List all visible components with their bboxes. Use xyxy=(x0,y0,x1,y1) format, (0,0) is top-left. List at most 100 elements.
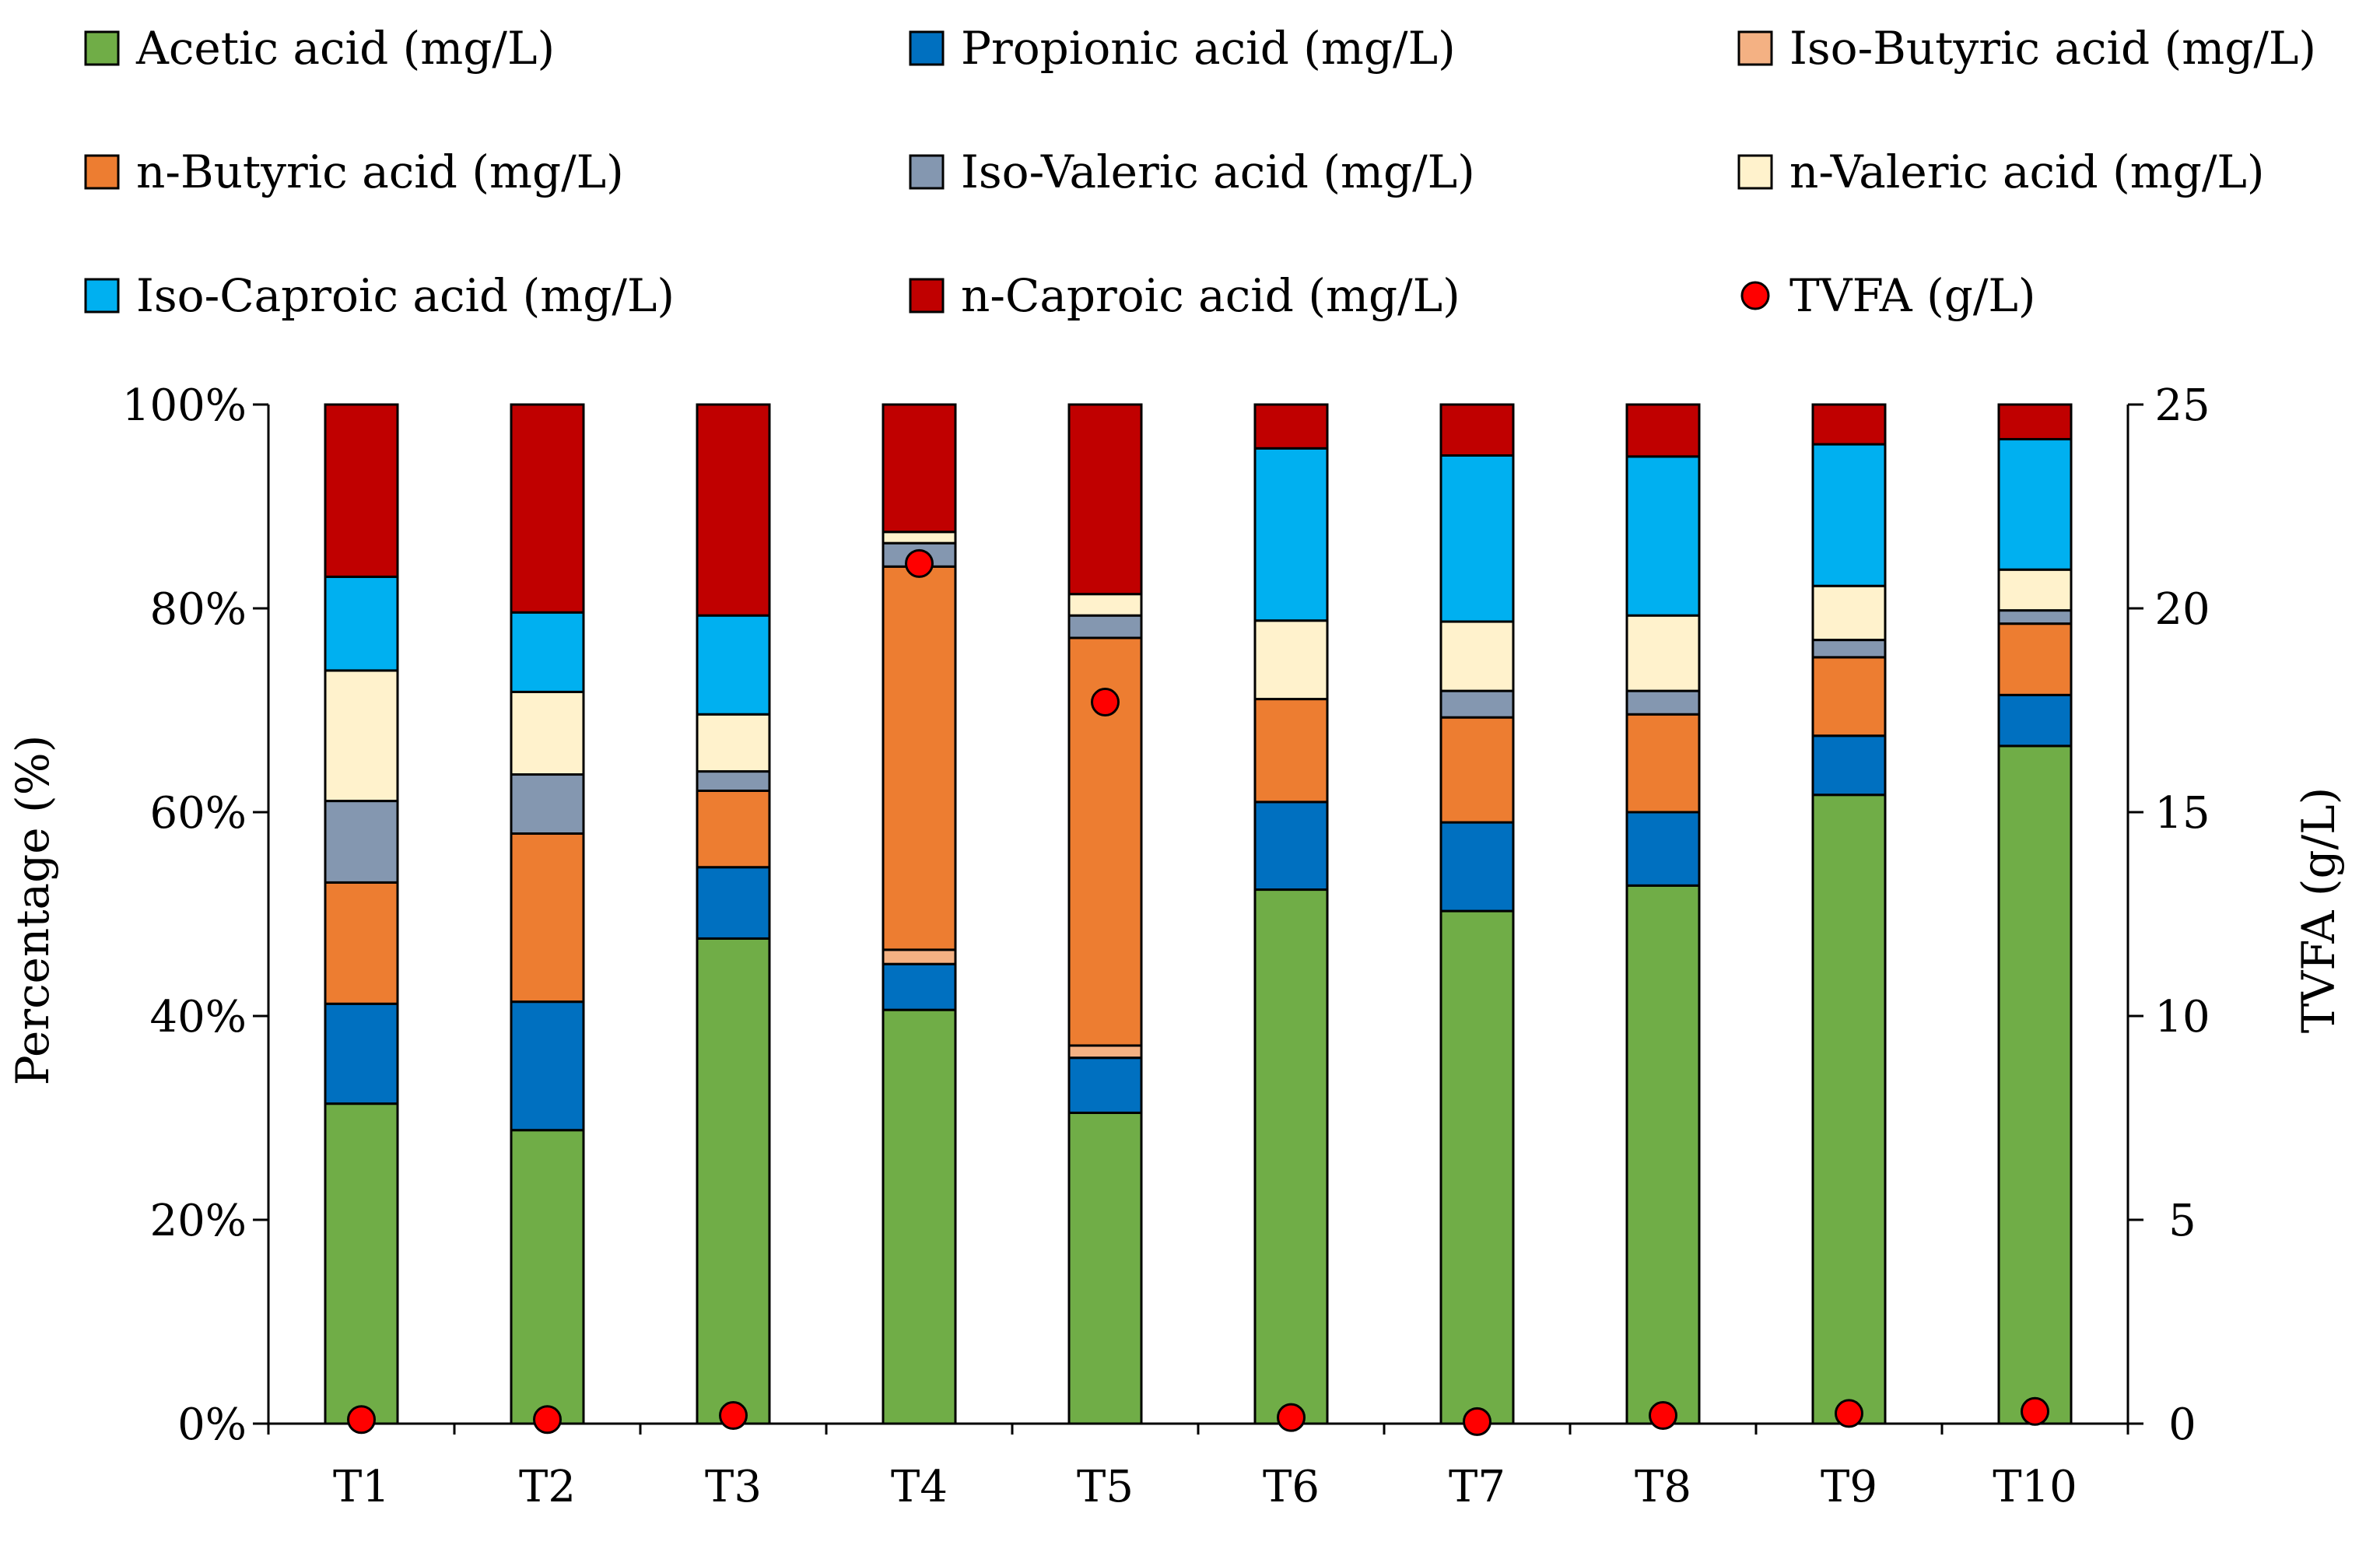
bar-segment-t7-3 xyxy=(1439,716,1515,824)
bar-segment-t6-3 xyxy=(1253,698,1329,804)
y2-tick-label: 25 xyxy=(2154,380,2210,431)
y2-tick-label: 20 xyxy=(2154,584,2210,635)
bar-segment-t10-1 xyxy=(1997,693,2073,748)
tvfa-point xyxy=(2021,1396,2049,1426)
y-tick-label: 60% xyxy=(150,788,247,839)
bar-segment-t3-7 xyxy=(696,403,771,617)
bar-segment-t10-3 xyxy=(1997,622,2073,696)
x-tick-label: T10 xyxy=(1993,1462,2077,1512)
legend-marker xyxy=(1740,281,1770,310)
legend-swatch xyxy=(84,154,120,190)
bar-segment-t4-2 xyxy=(882,948,957,965)
tvfa-point xyxy=(533,1405,562,1435)
bar-segment-t6-1 xyxy=(1253,801,1329,892)
bar-segment-t8-3 xyxy=(1625,713,1701,814)
y2-tick-label: 15 xyxy=(2154,788,2210,839)
bar-segment-t2-5 xyxy=(510,690,585,776)
x-tick-label: T6 xyxy=(1263,1462,1320,1512)
legend-label: Acetic acid (mg/L) xyxy=(135,22,555,75)
bar-segment-t7-4 xyxy=(1439,689,1515,719)
x-tick-label: T8 xyxy=(1635,1462,1691,1512)
bar-segment-t7-1 xyxy=(1439,821,1515,913)
bar-segment-t6-6 xyxy=(1253,447,1329,622)
x-tick-label: T9 xyxy=(1821,1462,1877,1512)
bar-segment-t9-3 xyxy=(1811,656,1887,737)
legend-label: Propionic acid (mg/L) xyxy=(961,22,1456,75)
bar-segment-t7-6 xyxy=(1439,454,1515,623)
tvfa-point xyxy=(1091,688,1120,717)
x-tick-label: T1 xyxy=(333,1462,390,1512)
y2-axis-title: TVFA (g/L) xyxy=(2292,787,2345,1034)
y-tick-label: 20% xyxy=(150,1196,247,1246)
tvfa-point xyxy=(905,548,934,578)
bar-segment-t8-4 xyxy=(1625,689,1701,716)
bar-segment-t2-3 xyxy=(510,832,585,1004)
right-axis-ticks: 0 5 10 15 20 25 xyxy=(2128,380,2210,1450)
bar-segment-t9-6 xyxy=(1811,443,1887,587)
x-tick-label: T3 xyxy=(705,1462,762,1512)
y-tick-label: 0% xyxy=(177,1400,247,1450)
legend-swatch xyxy=(84,30,120,66)
bars-group xyxy=(324,403,2073,1425)
legend-swatch xyxy=(1737,154,1773,190)
bar-segment-t3-4 xyxy=(696,770,771,792)
tvfa-point xyxy=(1463,1407,1491,1436)
x-tick-label: T7 xyxy=(1449,1462,1505,1512)
bar-segment-t1-0 xyxy=(324,1102,399,1425)
legend-swatch xyxy=(909,278,945,314)
bar-segment-t6-7 xyxy=(1253,403,1329,450)
bar-segment-t10-0 xyxy=(1997,744,2073,1425)
bar-segment-t1-1 xyxy=(324,1002,399,1105)
bar-segment-t1-7 xyxy=(324,403,399,578)
legend-swatch xyxy=(909,154,945,190)
x-tick-label: T4 xyxy=(891,1462,948,1512)
y-tick-label: 40% xyxy=(150,992,247,1042)
bar-segment-t7-0 xyxy=(1439,909,1515,1425)
bar-segment-t3-6 xyxy=(696,614,771,716)
bar-segment-t1-4 xyxy=(324,800,399,884)
bar-segment-t2-4 xyxy=(510,773,585,836)
bar-segment-t8-7 xyxy=(1625,403,1701,458)
y2-tick-label: 10 xyxy=(2154,992,2210,1042)
bar-segment-t5-4 xyxy=(1067,614,1143,639)
bar-segment-t7-7 xyxy=(1439,403,1515,457)
bar-segment-t9-7 xyxy=(1811,403,1887,446)
bar-segment-t8-5 xyxy=(1625,614,1701,692)
bar-segment-t8-0 xyxy=(1625,884,1701,1425)
legend-label: Iso-Caproic acid (mg/L) xyxy=(136,269,675,322)
bar-segment-t3-1 xyxy=(696,866,771,940)
bar-segment-t4-1 xyxy=(882,962,957,1011)
bar-segment-t5-1 xyxy=(1067,1056,1143,1114)
bar-segment-t8-1 xyxy=(1625,811,1701,887)
bar-segment-t1-6 xyxy=(324,575,399,672)
bar-segment-t2-1 xyxy=(510,1000,585,1132)
legend-swatch xyxy=(1737,30,1773,66)
bar-segment-t9-4 xyxy=(1811,639,1887,659)
tvfa-points xyxy=(347,548,2049,1436)
tvfa-point xyxy=(719,1401,748,1431)
left-axis-ticks: 0% 20% 40% 60% 80% 100% xyxy=(122,380,268,1450)
x-tick-label: T2 xyxy=(519,1462,576,1512)
bar-segment-t4-5 xyxy=(882,531,957,545)
bar-segment-t2-6 xyxy=(510,611,585,693)
bar-segment-t9-5 xyxy=(1811,584,1887,642)
plot-area: 0% 20% 40% 60% 80% 100% 0 5 10 15 20 25 T1 T2 T3 T4 T5… xyxy=(122,380,2210,1512)
legend-label: n-Butyric acid (mg/L) xyxy=(136,145,624,198)
bar-segment-t8-6 xyxy=(1625,455,1701,617)
legend-label: Iso-Butyric acid (mg/L) xyxy=(1789,22,2316,75)
legend: Acetic acid (mg/L) Propionic acid (mg/L) I… xyxy=(84,22,2316,322)
legend-label: n-Caproic acid (mg/L) xyxy=(961,269,1460,322)
y2-tick-label: 0 xyxy=(2168,1400,2196,1450)
bar-segment-t3-5 xyxy=(696,713,771,773)
bar-segment-t7-5 xyxy=(1439,620,1515,692)
legend-label: Iso-Valeric acid (mg/L) xyxy=(961,145,1475,198)
bar-segment-t5-2 xyxy=(1067,1044,1143,1060)
bar-segment-t10-4 xyxy=(1997,609,2073,625)
bar-segment-t4-3 xyxy=(882,565,957,951)
tvfa-point xyxy=(347,1405,376,1435)
bar-segment-t1-3 xyxy=(324,881,399,1005)
bar-segment-t10-7 xyxy=(1997,403,2073,441)
bar-segment-t4-7 xyxy=(882,403,957,534)
bar-segment-t5-0 xyxy=(1067,1111,1143,1425)
